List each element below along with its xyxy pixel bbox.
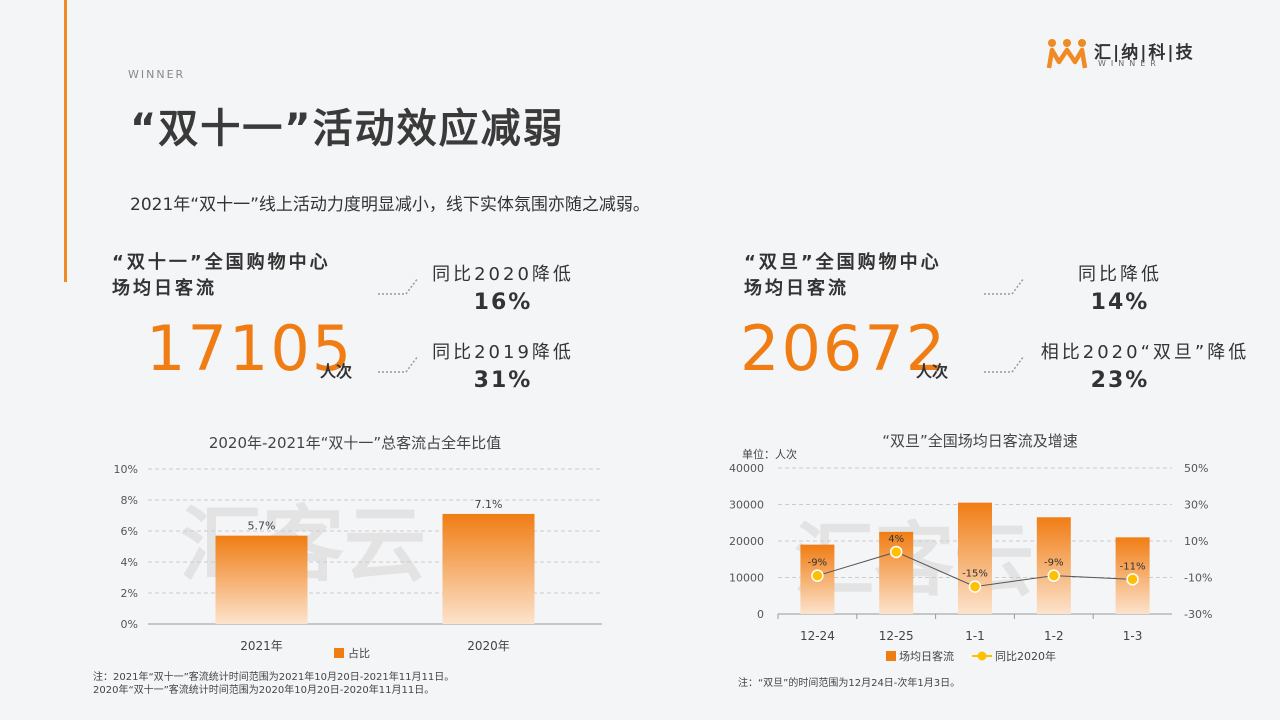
page-title: “双十一”活动效应减弱 [130, 106, 565, 152]
legend-label: 占比 [348, 646, 370, 660]
y-left-tick-label: 40000 [729, 462, 764, 475]
growth-point [889, 545, 903, 559]
left-cmp1-label: 同比2020降低 [432, 264, 574, 285]
y-tick-label: 0% [121, 618, 138, 631]
left-big-number: 17105 [146, 312, 354, 385]
growth-label: -9% [808, 558, 827, 569]
data-label: 5.7% [248, 520, 276, 533]
growth-label: -9% [1044, 558, 1063, 569]
y-right-tick-label: 30% [1184, 499, 1208, 512]
growth-point [811, 569, 824, 582]
chart2-title: “双旦”全国场均日客流及增速 [882, 432, 1078, 450]
x-tick-label: 2020年 [467, 639, 510, 653]
left-stat-label: “双十一”全国购物中心 场均日客流 [112, 252, 331, 299]
chart1-note: 注：2021年“双十一”客流统计时间范围为2021年10月20日-2021年11… [93, 672, 455, 696]
bar [1036, 517, 1071, 614]
growth-label: 4% [888, 534, 904, 545]
y-tick-label: 2% [121, 587, 138, 600]
legend-label-bar: 场均日客流 [899, 649, 954, 663]
growth-point [1047, 569, 1061, 582]
legend-swatch-bar [886, 651, 896, 661]
x-tick-label: 1-1 [965, 629, 985, 643]
left-cmp1-value: 16% [473, 290, 533, 315]
right-stat-label: “双旦”全国购物中心 场均日客流 [744, 252, 942, 299]
right-unit: 人次 [916, 362, 949, 381]
legend-swatch-dot [977, 651, 987, 661]
logo-subtitle: WINNER [1098, 59, 1161, 68]
y-right-tick-label: -10% [1184, 572, 1212, 585]
legend-swatch [334, 648, 344, 658]
bar [879, 531, 914, 614]
growth-label: -11% [1120, 561, 1146, 572]
page-subtitle: 2021年“双十一”线上活动力度明显减小，线下实体氛围亦随之减弱。 [130, 195, 650, 215]
right-big-number: 20672 [740, 312, 948, 385]
x-tick-label: 2021年 [240, 639, 283, 653]
y-right-tick-label: -30% [1184, 608, 1212, 621]
left-cmp2-value: 31% [473, 368, 533, 393]
right-cmp1-label: 同比降低 [1078, 264, 1162, 285]
y-left-tick-label: 10000 [729, 572, 764, 585]
right-cmp1-value: 14% [1090, 290, 1150, 315]
bar [958, 502, 992, 614]
y-right-tick-label: 10% [1184, 535, 1208, 548]
eyebrow-text: WINNER [128, 68, 186, 81]
bar [442, 513, 535, 624]
bar [215, 535, 308, 624]
left-connector-2 [378, 355, 419, 373]
left-unit: 人次 [320, 362, 353, 381]
right-connector-2 [984, 355, 1025, 373]
brand-logo: 汇|纳|科|技 WINNER [1046, 38, 1216, 74]
y-left-tick-label: 30000 [729, 499, 764, 512]
growth-point [1126, 573, 1139, 586]
y-left-tick-label: 20000 [729, 535, 764, 548]
x-tick-label: 12-25 [879, 629, 914, 643]
left-connector-1 [378, 277, 419, 295]
left-cmp2-label: 同比2019降低 [432, 342, 574, 363]
y-tick-label: 10% [114, 463, 138, 476]
right-connector-1 [984, 277, 1025, 295]
growth-label: -15% [962, 569, 988, 580]
y-left-tick-label: 0 [757, 608, 764, 621]
chart2-note: 注：“双旦”的时间范围为12月24日-次年1月3日。 [738, 678, 961, 689]
unit-label: 单位：人次 [742, 447, 797, 461]
y-tick-label: 8% [121, 494, 138, 507]
x-tick-label: 12-24 [800, 629, 835, 643]
y-tick-label: 4% [121, 556, 138, 569]
logo-name: 汇|纳|科|技 [1094, 43, 1195, 63]
y-tick-label: 6% [121, 525, 138, 538]
chart1-title: 2020年-2021年“双十一”总客流占全年比值 [208, 434, 502, 452]
right-cmp2-label: 相比2020“双旦”降低 [1040, 342, 1250, 363]
data-label: 7.1% [475, 498, 503, 511]
y-right-tick-label: 50% [1184, 462, 1208, 475]
x-tick-label: 1-3 [1123, 629, 1143, 643]
legend-label-line: 同比2020年 [995, 649, 1056, 663]
x-tick-label: 1-2 [1044, 629, 1064, 643]
right-cmp2-value: 23% [1090, 368, 1150, 393]
growth-point [968, 580, 982, 593]
accent-line [64, 0, 67, 282]
logo-mark-icon [1046, 39, 1088, 69]
